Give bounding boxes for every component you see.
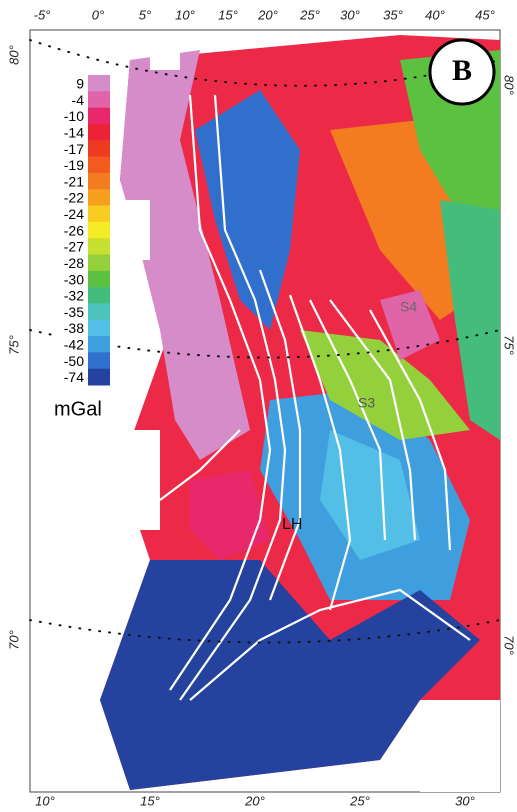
colorbar-label: -42 (64, 337, 84, 353)
longitude-label: 40° (425, 7, 445, 22)
colorbar-label: -21 (64, 173, 84, 189)
map-figure: 9-4-10-14-17-19-21-22-24-26-27-28-30-32-… (0, 0, 517, 812)
colorbar-swatch (88, 140, 110, 157)
colorbar-swatch (88, 254, 110, 271)
longitude-label: 5° (139, 7, 151, 22)
colorbar-swatch (88, 352, 110, 369)
colorbar-swatch (88, 124, 110, 141)
colorbar-label: -27 (64, 239, 84, 255)
longitude-label: 45° (475, 7, 495, 22)
annotation: S3 (358, 395, 375, 411)
colorbar-swatch (88, 108, 110, 125)
longitude-label: -5° (34, 7, 51, 22)
colorbar-label: -28 (64, 255, 84, 271)
colorbar-label: 9 (76, 75, 84, 91)
colorbar-label: -4 (72, 92, 85, 108)
colorbar-label: -22 (64, 190, 84, 206)
colorbar-label: -30 (64, 271, 84, 287)
latitude-label: 80° (502, 75, 517, 95)
colorbar-swatch (88, 238, 110, 255)
colorbar-label: -17 (64, 141, 84, 157)
colorbar-swatch (88, 369, 110, 386)
colorbar-swatch (88, 157, 110, 174)
colorbar-swatch (88, 271, 110, 288)
colorbar-label: -10 (64, 108, 84, 124)
colorbar: 9-4-10-14-17-19-21-22-24-26-27-28-30-32-… (52, 68, 114, 430)
longitude-label: 20° (244, 793, 265, 808)
colorbar-label: -32 (64, 288, 84, 304)
longitude-label: 15° (140, 793, 160, 808)
colorbar-label: -26 (64, 222, 84, 238)
colorbar-swatch (88, 222, 110, 239)
annotation: S4 (400, 299, 417, 315)
panel-label: B (452, 54, 472, 87)
colorbar-swatch (88, 75, 110, 92)
colorbar-swatch (88, 91, 110, 108)
colorbar-swatch (88, 303, 110, 320)
latitude-label: 75° (502, 335, 517, 355)
colorbar-label: -38 (64, 320, 84, 336)
colorbar-swatch (88, 189, 110, 206)
colorbar-label: -19 (64, 157, 84, 173)
colorbar-swatch (88, 320, 110, 337)
longitude-label: 30° (455, 793, 475, 808)
gravity-field (100, 35, 500, 790)
colorbar-label: -14 (64, 124, 84, 140)
latitude-label: 75° (6, 335, 21, 355)
colorbar-swatch (88, 287, 110, 304)
longitude-label: 20° (257, 7, 278, 22)
longitude-label: 10° (175, 7, 195, 22)
longitude-label: 15° (218, 7, 238, 22)
longitude-label: 0° (92, 7, 104, 22)
longitude-label: 35° (383, 7, 403, 22)
colorbar-label: -35 (64, 304, 84, 320)
latitude-label: 70° (6, 630, 21, 650)
latitude-label: 70° (502, 635, 517, 655)
longitude-label: 25° (299, 7, 320, 22)
colorbar-unit: mGal (54, 398, 102, 420)
colorbar-swatch (88, 173, 110, 190)
colorbar-label: -74 (64, 369, 84, 385)
colorbar-label: -24 (64, 206, 84, 222)
colorbar-label: -50 (64, 353, 84, 369)
latitude-label: 80° (6, 45, 21, 65)
colorbar-swatch (88, 336, 110, 353)
longitude-label: 10° (35, 793, 55, 808)
annotation: LH (282, 516, 302, 533)
longitude-label: 30° (340, 7, 360, 22)
longitude-label: 25° (349, 793, 370, 808)
colorbar-swatch (88, 206, 110, 223)
